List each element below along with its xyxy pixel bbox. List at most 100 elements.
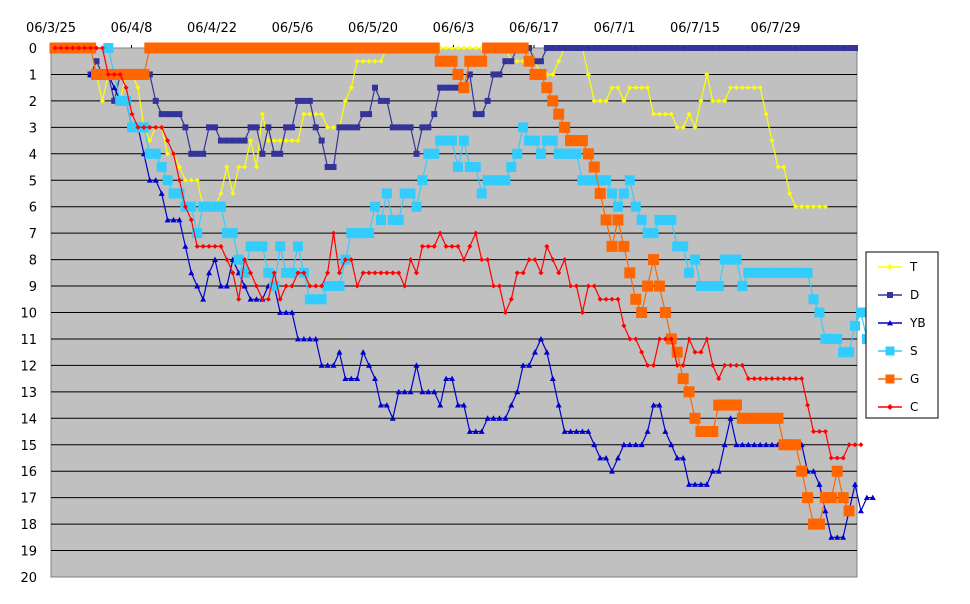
data-point (435, 135, 446, 146)
data-point (828, 534, 835, 540)
data-point (585, 283, 591, 289)
data-point (692, 45, 698, 51)
data-point (576, 135, 588, 147)
data-point (630, 293, 642, 305)
data-point (585, 428, 592, 434)
data-point (413, 150, 420, 157)
data-point (425, 124, 432, 131)
data-point (535, 148, 546, 159)
data-point (372, 58, 378, 64)
data-point (748, 412, 760, 424)
data-point (561, 428, 568, 434)
data-point (217, 137, 224, 144)
data-point (570, 135, 582, 147)
data-point (144, 148, 155, 159)
data-point (790, 267, 801, 278)
data-point (763, 376, 769, 382)
data-point (434, 55, 446, 67)
data-point (858, 442, 864, 448)
data-point (550, 257, 556, 263)
data-point (721, 45, 728, 51)
data-point (620, 45, 627, 51)
data-point (514, 58, 520, 64)
data-point (508, 296, 514, 302)
data-point (280, 42, 292, 54)
data-point (642, 280, 654, 292)
data-point (739, 85, 745, 91)
data-point (283, 283, 289, 289)
data-point (256, 42, 268, 54)
data-point (805, 204, 811, 210)
data-point (707, 281, 718, 292)
data-point (852, 442, 858, 448)
data-point (813, 518, 825, 530)
data-point (464, 55, 476, 67)
data-point (348, 85, 354, 91)
data-point (212, 256, 218, 262)
data-point (268, 42, 280, 54)
data-point (757, 441, 764, 448)
data-point (217, 283, 224, 289)
data-point (235, 137, 242, 144)
data-point (490, 415, 497, 421)
data-point (683, 386, 695, 398)
data-point (455, 243, 461, 249)
data-point (538, 270, 544, 276)
data-point (156, 162, 167, 173)
x-tick-label: 06/6/17 (509, 21, 559, 36)
data-point (537, 58, 544, 65)
data-point (135, 124, 141, 130)
data-point (200, 243, 206, 249)
data-point (698, 98, 704, 104)
data-point (241, 283, 248, 289)
data-point (603, 98, 609, 104)
data-point (322, 281, 333, 292)
data-point (585, 71, 591, 77)
x-tick-label: 06/7/29 (750, 21, 800, 36)
data-point (715, 468, 722, 474)
data-point (763, 111, 769, 117)
data-point (810, 45, 817, 51)
data-point (697, 45, 704, 51)
data-point (733, 362, 739, 368)
data-point (325, 124, 331, 130)
data-point (709, 45, 716, 51)
data-point (446, 55, 458, 67)
data-point (352, 228, 363, 239)
data-point (543, 349, 550, 355)
data-point (728, 362, 734, 368)
data-point (123, 85, 129, 91)
data-point (710, 362, 716, 368)
data-point (490, 71, 497, 78)
data-point (502, 310, 508, 315)
data-point (247, 124, 254, 131)
data-point (805, 402, 811, 408)
data-point (852, 481, 858, 487)
data-point (808, 294, 819, 305)
data-point (461, 45, 467, 51)
data-point (887, 404, 893, 410)
data-point (247, 296, 254, 302)
data-point (454, 402, 461, 408)
data-point (500, 175, 511, 186)
data-point (606, 240, 618, 252)
data-point (737, 281, 748, 292)
data-point (401, 388, 408, 395)
data-point (390, 270, 396, 276)
data-point (514, 388, 521, 395)
data-point (318, 362, 325, 368)
data-point (271, 150, 278, 157)
data-point (736, 412, 748, 424)
data-point (660, 214, 671, 225)
data-point (478, 111, 485, 118)
data-point (221, 42, 233, 54)
data-point (206, 243, 212, 249)
legend-label-s: S (910, 344, 918, 358)
data-point (265, 124, 272, 131)
data-point (885, 346, 895, 356)
data-point (630, 201, 641, 212)
data-point (437, 402, 444, 408)
data-point (816, 481, 823, 487)
data-point (215, 201, 226, 212)
data-point (372, 375, 378, 382)
